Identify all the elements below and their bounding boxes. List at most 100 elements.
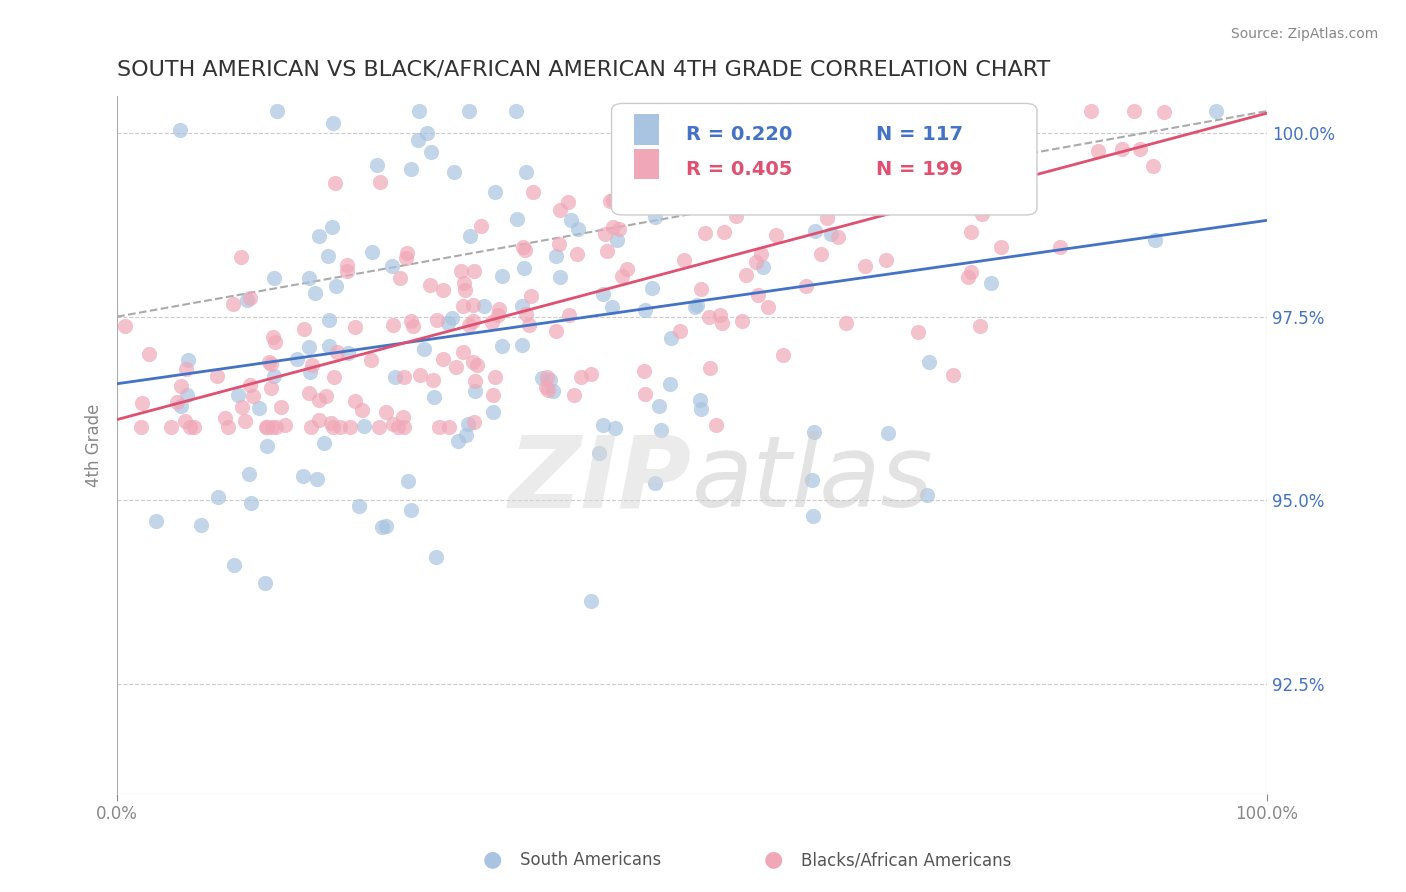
Point xyxy=(336,264,359,278)
Point xyxy=(1153,104,1175,119)
Point xyxy=(297,271,319,285)
Point xyxy=(846,104,869,119)
Point xyxy=(541,384,564,398)
Point xyxy=(381,417,404,431)
Point xyxy=(800,473,823,487)
Point xyxy=(463,415,485,429)
Point xyxy=(1008,166,1031,180)
Point xyxy=(681,151,703,165)
Point xyxy=(1080,104,1102,119)
Point xyxy=(368,175,391,189)
Point xyxy=(980,277,1002,291)
Point xyxy=(138,347,160,361)
Point xyxy=(444,359,467,374)
Point xyxy=(129,419,152,434)
Point xyxy=(259,357,281,371)
Point xyxy=(1122,104,1144,119)
Point xyxy=(461,354,484,368)
Point xyxy=(389,271,412,285)
Point xyxy=(967,108,990,122)
Point xyxy=(450,264,472,278)
Point xyxy=(648,399,671,413)
Point xyxy=(610,269,633,284)
Point xyxy=(318,339,340,353)
Point xyxy=(263,270,285,285)
Point xyxy=(1129,142,1152,156)
Point xyxy=(254,419,277,434)
Point xyxy=(607,222,630,236)
Point xyxy=(326,345,349,359)
Point xyxy=(672,252,695,267)
Point xyxy=(224,558,246,573)
Point xyxy=(794,160,817,174)
Point xyxy=(832,134,855,148)
Point xyxy=(755,152,778,166)
Point xyxy=(374,518,396,533)
Point xyxy=(725,201,748,215)
Point xyxy=(247,401,270,416)
Point xyxy=(308,413,330,427)
Point xyxy=(145,514,167,528)
Point xyxy=(756,300,779,314)
Point xyxy=(299,365,322,379)
Text: N = 117: N = 117 xyxy=(876,125,963,145)
Point xyxy=(451,345,474,359)
Point xyxy=(415,126,437,140)
Point xyxy=(425,549,447,564)
Point xyxy=(969,318,991,333)
Point xyxy=(447,434,470,448)
Point xyxy=(877,425,900,440)
Point xyxy=(270,400,292,414)
Point xyxy=(711,316,734,330)
Point xyxy=(339,419,361,434)
Point xyxy=(318,313,340,327)
Point xyxy=(176,352,198,367)
Point xyxy=(360,352,382,367)
Point xyxy=(443,165,465,179)
Text: ●: ● xyxy=(482,849,502,869)
Point xyxy=(343,393,366,408)
Point xyxy=(977,108,1000,122)
Point xyxy=(481,315,503,329)
Text: R = 0.405: R = 0.405 xyxy=(686,161,793,179)
Point xyxy=(322,419,344,434)
Point xyxy=(835,316,858,330)
Point xyxy=(960,265,983,279)
Point xyxy=(515,165,537,179)
Point xyxy=(179,419,201,434)
Point xyxy=(350,402,373,417)
Point xyxy=(1142,160,1164,174)
Point xyxy=(536,383,558,397)
Point xyxy=(659,376,682,391)
Point xyxy=(432,284,454,298)
Point xyxy=(699,360,721,375)
Point xyxy=(865,202,887,216)
Point xyxy=(907,325,929,339)
Point xyxy=(353,419,375,434)
Point xyxy=(285,351,308,366)
Point xyxy=(1205,104,1227,119)
Point xyxy=(709,308,731,322)
Text: SOUTH AMERICAN VS BLACK/AFRICAN AMERICAN 4TH GRADE CORRELATION CHART: SOUTH AMERICAN VS BLACK/AFRICAN AMERICAN… xyxy=(117,60,1050,79)
Point xyxy=(650,423,672,437)
Point xyxy=(384,369,406,384)
Point xyxy=(366,157,388,171)
Point xyxy=(515,244,537,258)
Point xyxy=(456,428,478,442)
Point xyxy=(488,302,510,317)
Point xyxy=(394,370,416,384)
Point xyxy=(214,410,236,425)
Point xyxy=(644,210,666,224)
Point xyxy=(917,355,939,369)
Point xyxy=(803,509,825,524)
Point xyxy=(321,219,343,234)
Point xyxy=(548,237,571,252)
Point xyxy=(827,230,849,244)
Point xyxy=(690,282,713,296)
Point xyxy=(695,226,717,240)
Point xyxy=(704,418,727,433)
Point xyxy=(759,130,782,145)
Point xyxy=(484,370,506,384)
Point xyxy=(465,358,488,372)
Point xyxy=(464,384,486,398)
